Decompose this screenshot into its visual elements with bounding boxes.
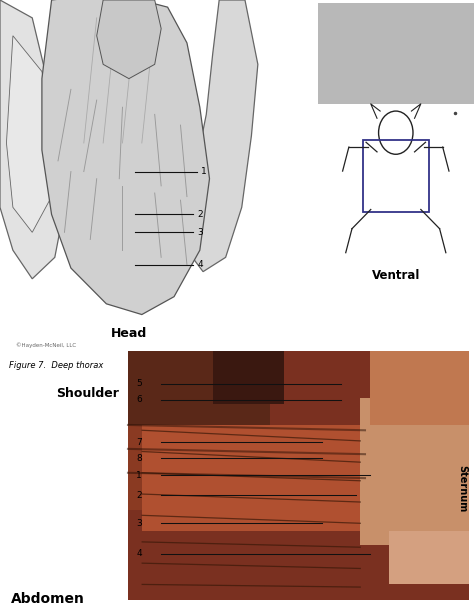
Text: Abdomen: Abdomen	[10, 591, 84, 606]
Polygon shape	[0, 0, 64, 279]
FancyBboxPatch shape	[213, 351, 284, 404]
FancyBboxPatch shape	[128, 425, 246, 510]
Text: 2: 2	[197, 210, 203, 219]
Polygon shape	[97, 0, 161, 79]
Text: Sternum: Sternum	[457, 465, 467, 513]
Text: 2: 2	[137, 491, 142, 500]
Polygon shape	[42, 0, 210, 315]
Text: Shoulder: Shoulder	[56, 387, 119, 400]
Text: Figure 7.  Deep thorax: Figure 7. Deep thorax	[9, 361, 104, 370]
Text: Head: Head	[111, 326, 147, 340]
FancyBboxPatch shape	[370, 351, 469, 425]
Text: 5: 5	[137, 379, 142, 388]
Text: 4: 4	[197, 260, 203, 269]
FancyBboxPatch shape	[142, 425, 370, 531]
Text: 3: 3	[137, 519, 142, 528]
Text: 1: 1	[137, 471, 142, 480]
Text: 3: 3	[197, 228, 203, 237]
Polygon shape	[7, 35, 55, 232]
Text: 4: 4	[137, 549, 142, 558]
Text: 8: 8	[137, 454, 142, 463]
Text: ©Hayden-McNeil, LLC: ©Hayden-McNeil, LLC	[16, 343, 76, 348]
Text: 7: 7	[137, 437, 142, 447]
FancyBboxPatch shape	[128, 351, 469, 601]
Text: Ventral: Ventral	[372, 269, 420, 282]
Text: 6: 6	[137, 395, 142, 404]
FancyBboxPatch shape	[360, 398, 469, 544]
FancyBboxPatch shape	[318, 3, 474, 104]
FancyBboxPatch shape	[389, 531, 469, 584]
FancyBboxPatch shape	[128, 351, 270, 425]
Polygon shape	[187, 0, 258, 272]
Text: 1: 1	[201, 167, 206, 176]
